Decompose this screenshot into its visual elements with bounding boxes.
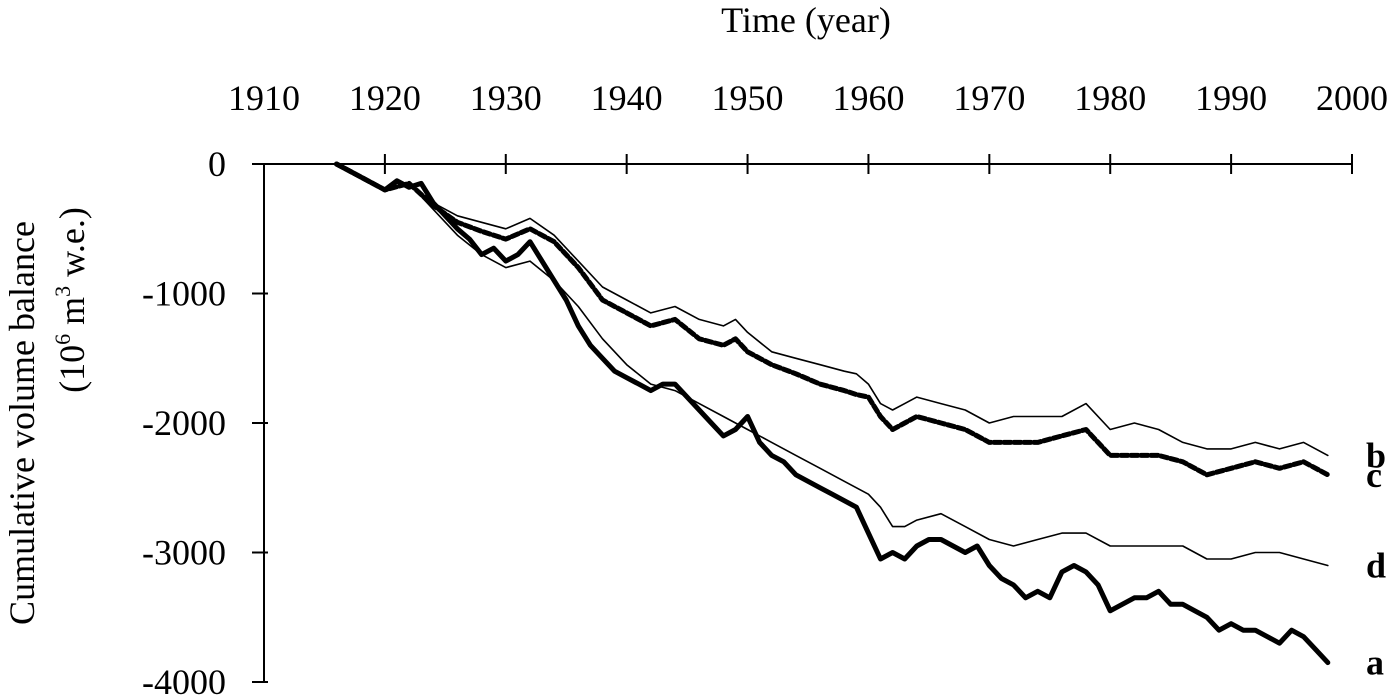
y-units-suffix: w.e.) bbox=[52, 207, 92, 286]
series-line-a bbox=[334, 161, 1331, 666]
y-tick-labels: 0 -1000 -2000 -3000 -4000 bbox=[142, 144, 226, 699]
y-tick-label: -3000 bbox=[142, 533, 226, 573]
y-units-sup1: 6 bbox=[50, 334, 75, 345]
series-label-a: a bbox=[1366, 643, 1384, 683]
series-line-d bbox=[335, 163, 1329, 567]
y-axis-units-text: (106 m3 w.e.) bbox=[50, 207, 92, 393]
x-tick-label: 1960 bbox=[832, 78, 904, 118]
y-ticks bbox=[252, 163, 268, 683]
x-tick-label: 1970 bbox=[953, 78, 1025, 118]
y-tick-label: -1000 bbox=[142, 274, 226, 314]
y-units-mid: m bbox=[52, 297, 92, 334]
x-tick-label: 1980 bbox=[1074, 78, 1146, 118]
y-tick-label: -2000 bbox=[142, 403, 226, 443]
series-label-d: d bbox=[1366, 545, 1386, 585]
x-tick-label: 1920 bbox=[349, 78, 421, 118]
x-tick-label: 1940 bbox=[591, 78, 663, 118]
series-label-c: c bbox=[1366, 455, 1382, 495]
series-labels: d bc a bbox=[1366, 435, 1386, 682]
x-axis-title: Time (year) bbox=[721, 0, 891, 40]
series-lines bbox=[334, 161, 1331, 666]
x-tick-label: 2000 bbox=[1316, 78, 1388, 118]
x-tick-label: 1930 bbox=[470, 78, 542, 118]
x-tick-labels: 1910 1920 1930 1940 1950 1960 1970 1980 1990 2000 bbox=[228, 78, 1388, 118]
series-line-b bbox=[335, 163, 1329, 457]
y-axis-units: (106 m3 w.e.) bbox=[50, 207, 92, 393]
y-units-sup2: 3 bbox=[50, 286, 75, 297]
x-tick-label: 1950 bbox=[712, 78, 784, 118]
series-line-c bbox=[334, 161, 1331, 478]
series-label-b: b bbox=[1366, 435, 1386, 475]
x-tick-label: 1990 bbox=[1195, 78, 1267, 118]
y-axis-title-line1: Cumulative volume balance bbox=[2, 221, 42, 625]
y-axis-title: Cumulative volume balance bbox=[2, 221, 42, 625]
y-units-prefix: (10 bbox=[52, 345, 92, 393]
x-ticks bbox=[383, 154, 1353, 174]
y-tick-label: -4000 bbox=[142, 662, 226, 699]
x-tick-label: 1910 bbox=[228, 78, 300, 118]
y-tick-label: 0 bbox=[208, 144, 226, 184]
